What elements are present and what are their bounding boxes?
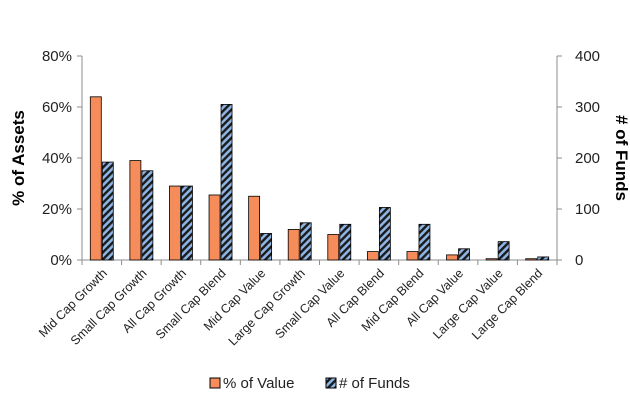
bar-value bbox=[327, 234, 340, 261]
bar-funds bbox=[497, 241, 510, 261]
bar-funds bbox=[220, 104, 233, 261]
bar-funds bbox=[101, 161, 114, 261]
bar-value bbox=[485, 258, 498, 261]
bar-value bbox=[129, 160, 142, 261]
y-right-tick-label: 100 bbox=[575, 201, 600, 218]
bar-funds bbox=[299, 222, 312, 261]
x-category-label: Small Cap Value bbox=[272, 266, 347, 341]
y-left-tick-label: 0% bbox=[50, 252, 72, 269]
x-category-label: Mid Cap Growth bbox=[36, 266, 110, 340]
bar-value bbox=[406, 251, 419, 261]
bar-funds bbox=[458, 248, 470, 261]
y-right-tick-label: 400 bbox=[575, 48, 600, 65]
bar-value bbox=[208, 194, 221, 261]
bar-funds bbox=[378, 207, 391, 261]
bar-value bbox=[525, 258, 538, 261]
x-category-label: Large Cap Blend bbox=[469, 266, 545, 342]
legend-swatch-funds bbox=[325, 377, 337, 389]
bar-funds bbox=[141, 170, 154, 261]
bar-funds bbox=[418, 223, 431, 261]
bar-value bbox=[248, 195, 261, 261]
bar-value bbox=[287, 228, 300, 261]
bar-value bbox=[366, 251, 379, 261]
bar-funds bbox=[537, 256, 550, 261]
y-left-tick-label: 80% bbox=[42, 48, 72, 65]
legend-label-value: % of Value bbox=[223, 375, 294, 392]
bar-funds bbox=[181, 185, 193, 261]
bar-funds bbox=[339, 223, 352, 261]
legend-swatch-value bbox=[209, 377, 221, 389]
y-right-tick-label: 200 bbox=[575, 150, 600, 167]
plot-area: 0% 20% 40% 60% 80% 0 100 200 300 400 Mid Cap Growt… bbox=[36, 48, 600, 348]
bar-value bbox=[89, 96, 102, 261]
x-category-label: Large Cap Value bbox=[430, 266, 506, 342]
y-left-tick-label: 20% bbox=[42, 201, 72, 218]
bar-value bbox=[169, 185, 181, 261]
y-axis-left-title: % of Assets bbox=[9, 110, 28, 206]
y-left-tick-label: 40% bbox=[42, 150, 72, 167]
x-category-label: Small Cap Blend bbox=[153, 266, 229, 342]
legend: % of Value # of Funds bbox=[209, 375, 410, 392]
y-right-tick-label: 0 bbox=[575, 252, 583, 269]
y-right-tick-label: 300 bbox=[575, 99, 600, 116]
y-axis-right-title: # of Funds bbox=[612, 115, 630, 201]
bar-funds bbox=[260, 233, 273, 261]
y-left-tick-label: 60% bbox=[42, 99, 72, 116]
legend-label-funds: # of Funds bbox=[339, 375, 410, 392]
bar-value bbox=[446, 254, 458, 261]
